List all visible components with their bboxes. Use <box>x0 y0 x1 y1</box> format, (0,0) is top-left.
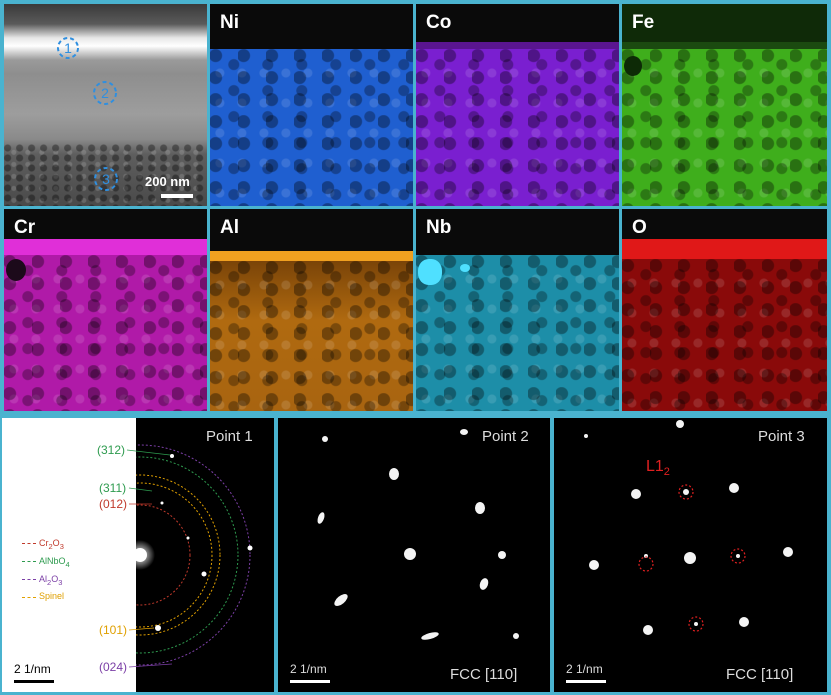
point2-scale-label: 2 1/nm <box>290 662 327 676</box>
map-fe: Fe <box>622 4 827 206</box>
map-co: Co <box>416 4 619 206</box>
map-nb: Nb <box>416 209 619 411</box>
point3-panel: L12 Point 3 FCC [110] 2 1/nm <box>554 418 827 692</box>
point1-scale-label: 2 1/nm <box>14 662 51 676</box>
map-al-label: Al <box>220 217 239 238</box>
point2-spots <box>317 429 519 640</box>
map-ni: Ni <box>210 4 413 206</box>
map-ni-label: Ni <box>220 12 239 33</box>
point-marker-1: 1 <box>57 37 79 59</box>
map-fe-label: Fe <box>632 12 655 33</box>
map-nb-label: Nb <box>426 217 452 238</box>
map-cr: Cr <box>4 209 207 411</box>
point2-panel: Point 2 FCC [110] 2 1/nm <box>278 418 550 692</box>
ring-label-024: (024) <box>99 660 127 674</box>
ring-label-311: (311) <box>99 481 126 495</box>
sem-scale-label: 200 nm <box>145 174 190 189</box>
point1-scale-bar <box>14 680 54 683</box>
legend-spinel: Spinel <box>22 589 70 604</box>
map-co-layer <box>416 49 619 206</box>
sem-scale-bar <box>161 194 193 198</box>
point1-panel: (312) (311) (012) (101) (024) Point 1 Cr… <box>2 418 274 692</box>
ring-label-012: (012) <box>99 497 127 511</box>
point3-zone-axis: FCC [110] <box>726 666 794 683</box>
point3-scale-label: 2 1/nm <box>566 662 603 676</box>
svg-text:3: 3 <box>102 171 110 187</box>
sem-point-markers: 1 2 3 <box>57 37 118 191</box>
map-co-label: Co <box>426 12 452 33</box>
legend-alnbo4: AlNbO4 <box>22 554 70 572</box>
point2-title: Point 2 <box>482 428 529 445</box>
map-o-layer <box>622 259 827 411</box>
map-cr-layer <box>4 255 207 411</box>
point1-legend: Cr2O3 AlNbO4 Al2O3 Spinel <box>22 536 70 604</box>
point3-spots <box>584 420 793 635</box>
legend-cr2o3: Cr2O3 <box>22 536 70 554</box>
point3-scale-bar <box>566 680 606 683</box>
point1-rings: (312) (311) (012) (101) (024) <box>97 443 253 674</box>
map-nb-layer <box>416 255 619 411</box>
point-marker-3: 3 <box>94 167 118 191</box>
point3-title: Point 3 <box>758 428 805 445</box>
point-marker-2: 2 <box>93 81 117 105</box>
map-o-label: O <box>632 217 647 238</box>
map-al: Al <box>210 209 413 411</box>
ring-label-101: (101) <box>99 623 127 637</box>
ring-label-312: (312) <box>97 443 125 457</box>
map-ni-layer <box>210 49 413 206</box>
map-cr-label: Cr <box>14 217 36 238</box>
point1-title: Point 1 <box>206 428 253 445</box>
svg-text:2: 2 <box>101 85 109 101</box>
point3-annotation: L12 <box>646 458 670 479</box>
map-al-layer <box>210 261 413 411</box>
map-o: O <box>622 209 827 411</box>
svg-text:1: 1 <box>64 40 72 56</box>
legend-al2o3: Al2O3 <box>22 572 70 590</box>
sem-panel: 1 2 3 200 nm <box>4 4 207 206</box>
point2-zone-axis: FCC [110] <box>450 666 518 683</box>
map-fe-layer <box>622 49 827 206</box>
point1-pattern <box>136 418 274 692</box>
point2-scale-bar <box>290 680 330 683</box>
